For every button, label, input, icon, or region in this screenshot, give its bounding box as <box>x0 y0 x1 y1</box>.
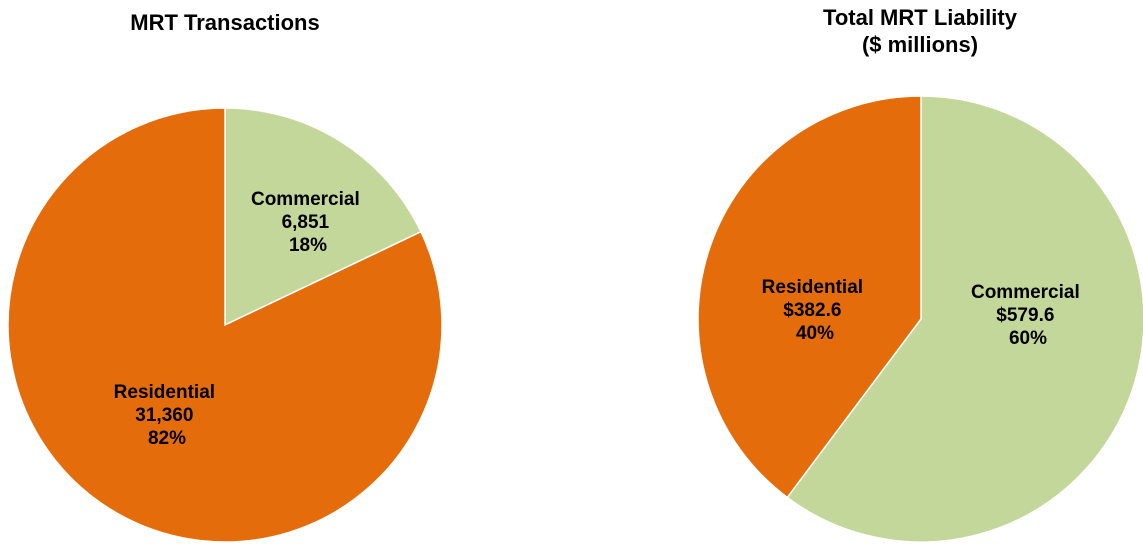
slice-value-label: $579.6 <box>996 305 1054 326</box>
slice-value-label: $382.6 <box>783 300 841 321</box>
slice-category-label: Residential <box>114 382 215 403</box>
slice-percent-label: 40% <box>796 323 834 344</box>
chart-title: Total MRT Liability <box>823 5 1018 30</box>
slice-value-label: 31,360 <box>135 405 193 426</box>
slice-percent-label: 82% <box>148 428 186 449</box>
slice-label-residential: Residential 31,360 82% <box>114 382 221 449</box>
pie-slices <box>697 95 1143 543</box>
slice-label-commercial: Commercial $579.6 60% <box>971 282 1085 349</box>
slice-value-label: 6,851 <box>282 212 330 233</box>
slice-category-label: Commercial <box>251 189 360 210</box>
slice-category-label: Residential <box>762 277 863 298</box>
slice-percent-label: 60% <box>1009 328 1047 349</box>
chart-subtitle: ($ millions) <box>862 32 978 57</box>
slice-category-label: Commercial <box>971 282 1080 303</box>
slice-percent-label: 18% <box>289 235 327 256</box>
pie-slice-commercial <box>786 95 1143 543</box>
pie-slice-residential <box>7 107 443 543</box>
chart-mrt-transactions: MRT Transactions Commercial 6,851 18% Re… <box>7 10 443 543</box>
pie-slice-commercial <box>224 107 422 327</box>
slice-label-commercial: Commercial 6,851 18% <box>251 189 365 256</box>
slice-label-residential: Residential $382.6 40% <box>762 277 869 344</box>
chart-title: MRT Transactions <box>130 10 319 35</box>
chart-total-mrt-liability: Total MRT Liability ($ millions) Commerc… <box>697 5 1143 543</box>
pie-slices <box>7 107 443 543</box>
pie-slice-residential <box>697 95 922 499</box>
